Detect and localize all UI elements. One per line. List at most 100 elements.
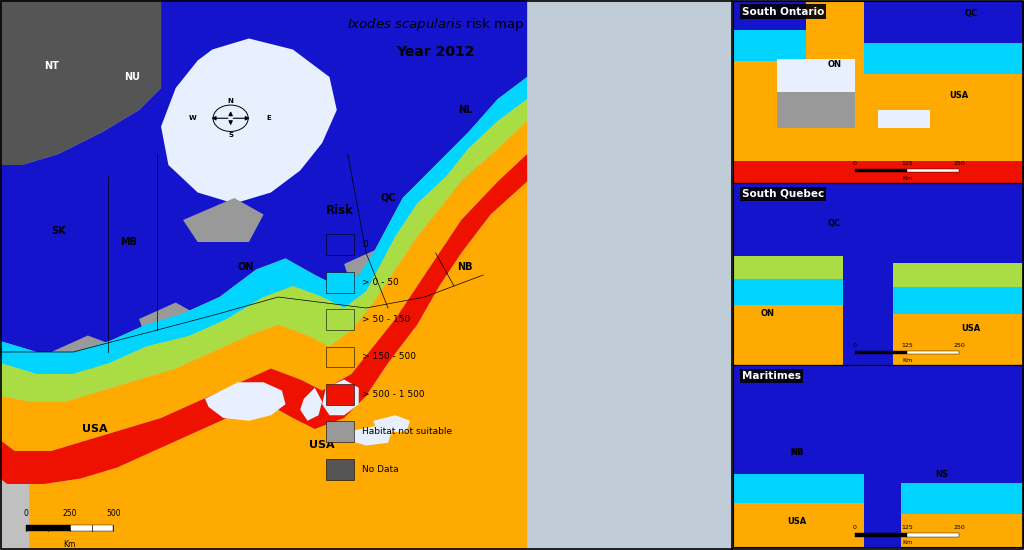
Bar	[326, 384, 353, 405]
Text: USA: USA	[82, 424, 108, 434]
Polygon shape	[901, 507, 1023, 547]
Polygon shape	[139, 302, 205, 341]
Text: NB: NB	[791, 448, 804, 457]
Text: 0: 0	[853, 343, 857, 348]
Bar	[855, 534, 907, 537]
Text: NB: NB	[791, 448, 804, 457]
Polygon shape	[733, 296, 844, 365]
Text: QC: QC	[965, 9, 977, 18]
Polygon shape	[733, 1, 806, 34]
Polygon shape	[374, 415, 410, 432]
Text: No Data: No Data	[362, 465, 399, 474]
Polygon shape	[733, 270, 844, 305]
Text: Km: Km	[902, 358, 912, 363]
Text: USA: USA	[949, 91, 969, 100]
Polygon shape	[344, 248, 395, 286]
Text: Km: Km	[902, 540, 912, 545]
Polygon shape	[733, 365, 1023, 547]
Text: > 0 - 50: > 0 - 50	[362, 278, 399, 287]
Polygon shape	[901, 483, 1023, 514]
Polygon shape	[51, 336, 117, 374]
Text: > 150 - 500: > 150 - 500	[362, 353, 417, 361]
Text: South Ontario: South Ontario	[741, 7, 824, 16]
Polygon shape	[893, 306, 1023, 365]
Text: 250: 250	[953, 161, 965, 166]
Text: 125: 125	[901, 161, 913, 166]
Bar	[326, 421, 353, 442]
Text: NS: NS	[935, 470, 948, 478]
Text: SK: SK	[51, 226, 66, 236]
Polygon shape	[0, 0, 161, 165]
Bar	[326, 459, 353, 480]
Text: $\it{Ixodes\ scapularis}$ risk map: $\it{Ixodes\ scapularis}$ risk map	[347, 16, 524, 33]
Polygon shape	[863, 43, 1023, 74]
Polygon shape	[0, 182, 527, 550]
Polygon shape	[776, 88, 855, 128]
Polygon shape	[0, 77, 527, 374]
Polygon shape	[446, 165, 498, 204]
Text: MB: MB	[120, 237, 136, 247]
Text: 125: 125	[901, 525, 913, 530]
Polygon shape	[300, 388, 323, 421]
Text: NT: NT	[44, 61, 58, 71]
Text: 250: 250	[62, 509, 77, 518]
Text: Maritimes: Maritimes	[741, 371, 801, 381]
Bar	[326, 272, 353, 293]
Text: 0: 0	[853, 161, 857, 166]
Polygon shape	[0, 341, 30, 550]
Polygon shape	[863, 1, 1023, 47]
Text: 250: 250	[953, 525, 965, 530]
Polygon shape	[733, 496, 863, 547]
Text: NU: NU	[124, 72, 140, 82]
Text: 125: 125	[901, 343, 913, 348]
Text: USA: USA	[309, 441, 335, 450]
Text: Habitat not suitable: Habitat not suitable	[362, 427, 453, 436]
Polygon shape	[0, 121, 527, 451]
Text: W: W	[188, 116, 197, 121]
Polygon shape	[733, 1, 1023, 183]
Text: S: S	[228, 133, 233, 139]
Text: South Quebec: South Quebec	[741, 189, 824, 199]
Polygon shape	[893, 278, 1023, 314]
Polygon shape	[878, 110, 930, 128]
Text: ON: ON	[761, 309, 775, 318]
Text: NB: NB	[457, 262, 473, 272]
Polygon shape	[249, 258, 307, 297]
Polygon shape	[183, 198, 263, 242]
Bar	[70, 525, 114, 531]
Polygon shape	[733, 474, 863, 503]
Text: Year 2012: Year 2012	[396, 45, 475, 59]
Polygon shape	[733, 30, 806, 61]
Polygon shape	[893, 263, 1023, 287]
Text: Km: Km	[902, 176, 912, 181]
Text: USA: USA	[787, 517, 807, 526]
Bar	[326, 346, 353, 367]
Text: ON: ON	[827, 60, 842, 69]
Bar	[907, 534, 959, 537]
Text: 250: 250	[953, 343, 965, 348]
Polygon shape	[0, 99, 527, 402]
Bar	[855, 351, 907, 355]
Polygon shape	[161, 39, 337, 204]
Text: 0: 0	[24, 509, 28, 518]
Text: Km: Km	[63, 540, 76, 549]
Bar	[326, 234, 353, 255]
Polygon shape	[733, 161, 1023, 183]
Text: E: E	[266, 116, 271, 121]
Polygon shape	[205, 382, 286, 421]
Text: 0: 0	[362, 240, 369, 249]
Text: Risk: Risk	[326, 205, 353, 217]
Text: 0: 0	[853, 525, 857, 530]
Polygon shape	[0, 0, 527, 352]
Bar	[26, 525, 70, 531]
Text: QC: QC	[380, 193, 396, 203]
Polygon shape	[733, 256, 844, 279]
Bar	[326, 309, 353, 330]
Text: ON: ON	[238, 262, 254, 272]
Bar	[907, 169, 959, 173]
Text: NL: NL	[458, 105, 472, 115]
Polygon shape	[323, 379, 358, 415]
Text: N: N	[227, 98, 233, 104]
Polygon shape	[776, 59, 855, 92]
Text: > 500 - 1 500: > 500 - 1 500	[362, 390, 425, 399]
